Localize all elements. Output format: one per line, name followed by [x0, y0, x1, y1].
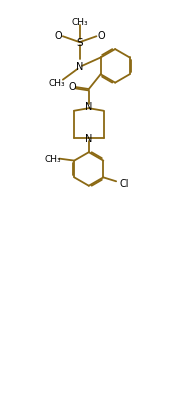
Text: O: O: [68, 82, 76, 92]
Text: S: S: [76, 38, 83, 48]
Text: O: O: [54, 31, 62, 40]
Text: CH₃: CH₃: [49, 79, 65, 88]
Text: O: O: [98, 31, 105, 40]
Text: Cl: Cl: [119, 178, 129, 189]
Text: CH₃: CH₃: [71, 18, 88, 27]
Text: N: N: [76, 62, 83, 72]
Text: N: N: [85, 101, 93, 112]
Text: N: N: [85, 134, 93, 144]
Text: CH₃: CH₃: [44, 154, 61, 163]
